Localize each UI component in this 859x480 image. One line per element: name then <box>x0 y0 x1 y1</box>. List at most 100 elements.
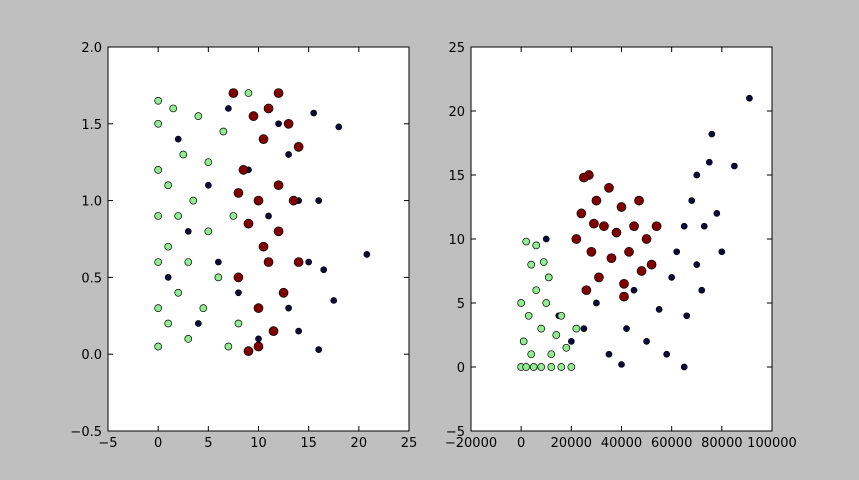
point <box>258 241 269 252</box>
point <box>154 342 163 351</box>
y-tick-label: 20 <box>448 105 465 120</box>
point <box>315 197 323 204</box>
point <box>557 311 566 320</box>
point <box>164 319 173 328</box>
point <box>605 350 613 358</box>
point <box>275 120 282 128</box>
point <box>624 246 634 257</box>
y-tick-label: 10 <box>448 233 465 248</box>
point <box>154 258 163 266</box>
point <box>229 212 238 220</box>
point <box>233 272 244 283</box>
point <box>571 234 582 244</box>
point <box>169 104 178 113</box>
point <box>718 248 726 256</box>
point <box>651 221 662 232</box>
x-tick-label: −20000 <box>445 436 497 451</box>
point <box>214 273 223 282</box>
point <box>519 337 528 346</box>
point <box>268 326 279 337</box>
point <box>547 350 556 359</box>
point <box>288 195 299 206</box>
point <box>646 259 657 270</box>
point <box>655 306 663 313</box>
y-tick-label: 0.0 <box>81 348 102 363</box>
axes-frame <box>470 46 773 432</box>
point <box>599 221 609 232</box>
point <box>204 158 213 167</box>
point <box>579 172 589 183</box>
point <box>567 363 576 371</box>
x-tick-label: −5 <box>98 436 117 451</box>
point <box>591 195 602 206</box>
point <box>557 363 566 371</box>
point <box>174 288 183 297</box>
point <box>680 222 688 230</box>
point <box>154 166 163 174</box>
axes-frame <box>107 46 410 432</box>
point <box>335 123 343 131</box>
point <box>552 331 561 339</box>
point <box>634 195 644 206</box>
y-tick-label: 1.0 <box>81 195 102 210</box>
point <box>174 135 182 143</box>
point <box>238 165 249 175</box>
point <box>233 188 244 198</box>
point <box>618 361 625 368</box>
point <box>253 195 264 206</box>
point <box>293 257 304 267</box>
point <box>273 226 284 237</box>
x-tick-label: 0 <box>154 436 162 451</box>
point <box>539 258 548 266</box>
y-tick-label: 5 <box>457 297 465 312</box>
point <box>619 278 629 289</box>
point <box>522 363 531 371</box>
point <box>663 350 671 358</box>
point <box>224 342 233 351</box>
x-tick-label: 60000 <box>651 436 692 451</box>
point <box>164 242 173 251</box>
point <box>204 227 213 236</box>
point <box>693 171 701 179</box>
point <box>705 158 713 166</box>
y-tick-label: −0.5 <box>70 425 102 440</box>
point <box>680 363 688 371</box>
point <box>542 299 551 307</box>
point <box>154 96 163 105</box>
point <box>517 299 526 307</box>
point <box>255 335 262 343</box>
point <box>537 324 546 333</box>
point <box>228 88 239 98</box>
point <box>305 258 313 266</box>
point <box>199 304 208 312</box>
point <box>537 363 546 371</box>
point <box>593 299 600 307</box>
point <box>643 338 650 345</box>
x-tick-label: 25 <box>401 436 418 451</box>
y-tick-label: 1.5 <box>81 118 102 133</box>
point <box>263 103 274 114</box>
point <box>273 180 284 191</box>
point <box>265 212 272 220</box>
point <box>594 272 604 283</box>
point <box>174 212 183 220</box>
point <box>527 350 536 359</box>
point <box>248 111 259 121</box>
y-tick-label: 0 <box>457 361 465 376</box>
point <box>204 181 212 189</box>
point <box>253 303 264 313</box>
point <box>363 251 371 258</box>
point <box>524 311 533 320</box>
x-tick-label: 10 <box>250 436 267 451</box>
point <box>179 150 188 159</box>
y-tick-label: 15 <box>448 169 465 184</box>
point <box>542 235 550 243</box>
point <box>243 346 254 356</box>
point <box>295 327 302 335</box>
point <box>698 286 706 294</box>
point <box>586 246 597 257</box>
point <box>243 218 254 229</box>
point <box>184 258 193 266</box>
point <box>253 341 264 352</box>
